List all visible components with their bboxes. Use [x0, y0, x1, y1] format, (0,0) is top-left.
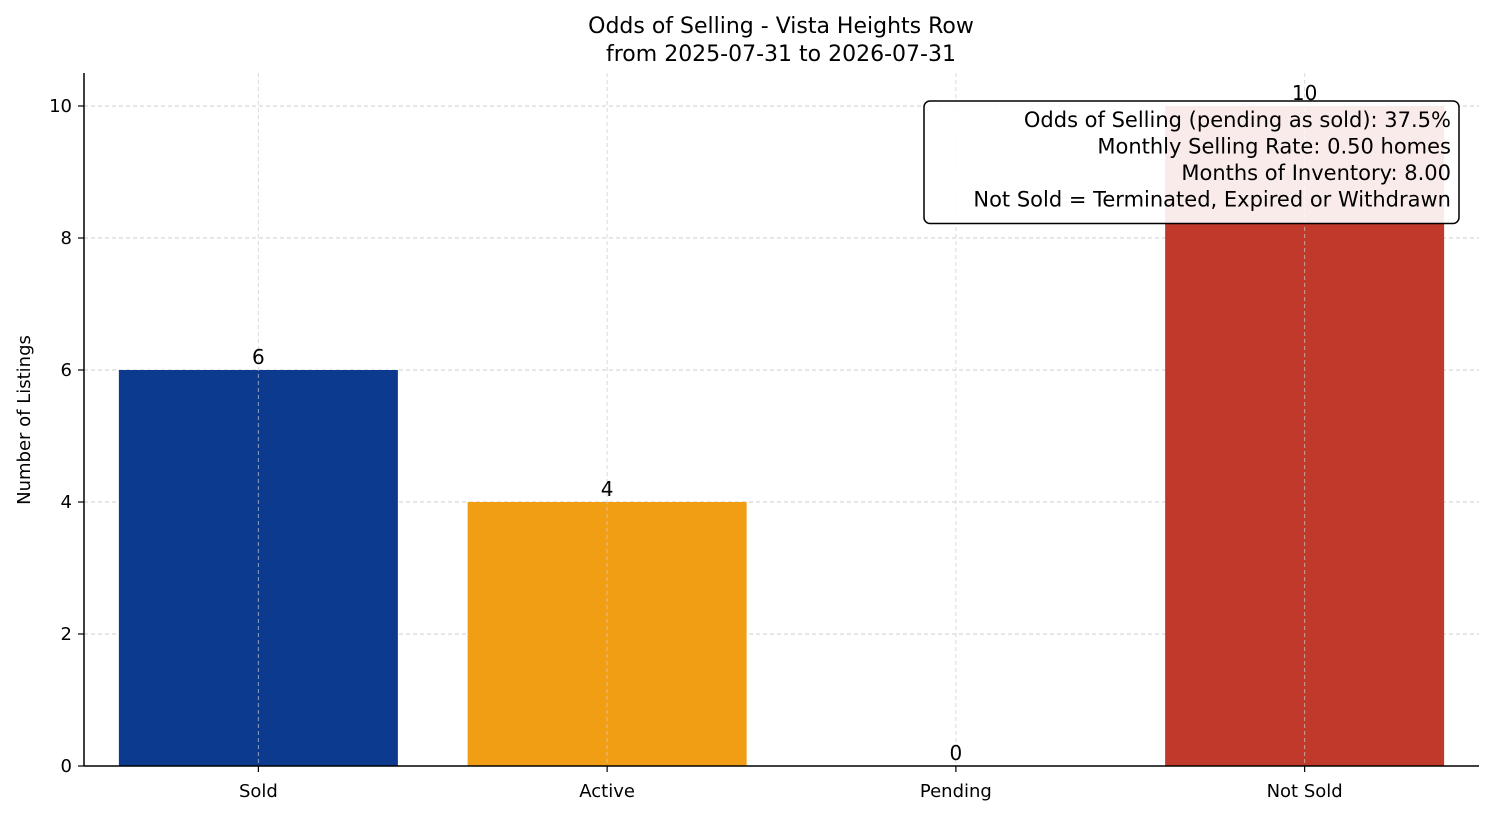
chart-title: Odds of Selling - Vista Heights Row: [588, 14, 974, 39]
y-tick-label: 6: [61, 360, 72, 381]
y-axis-label: Number of Listings: [14, 335, 35, 505]
y-tick-label: 2: [61, 624, 72, 645]
annotation-line: Not Sold = Terminated, Expired or Withdr…: [973, 188, 1451, 212]
annotation-line: Months of Inventory: 8.00: [1181, 161, 1451, 185]
chart-subtitle: from 2025-07-31 to 2026-07-31: [606, 42, 956, 67]
y-tick-label: 4: [61, 492, 72, 513]
x-tick-label: Pending: [920, 781, 992, 802]
annotation-box: Odds of Selling (pending as sold): 37.5%…: [923, 100, 1460, 225]
y-tick-label: 0: [61, 756, 72, 777]
x-tick-label: Sold: [239, 781, 278, 802]
annotation-line: Odds of Selling (pending as sold): 37.5%: [1024, 108, 1451, 132]
y-tick-label: 8: [61, 228, 72, 249]
annotation-line: Monthly Selling Rate: 0.50 homes: [1097, 135, 1451, 159]
bar-value-label: 6: [252, 345, 265, 369]
annotation-frame: [923, 100, 1460, 225]
x-tick-label: Active: [579, 781, 635, 802]
bar-value-label: 4: [601, 477, 614, 501]
y-tick-label: 10: [49, 96, 72, 117]
x-tick-label: Not Sold: [1267, 781, 1343, 802]
axis-layer: 0 2 4 6 8 10 Sold Active Pending Not Sold: [49, 73, 1479, 802]
bar-value-label: 0: [950, 741, 963, 765]
